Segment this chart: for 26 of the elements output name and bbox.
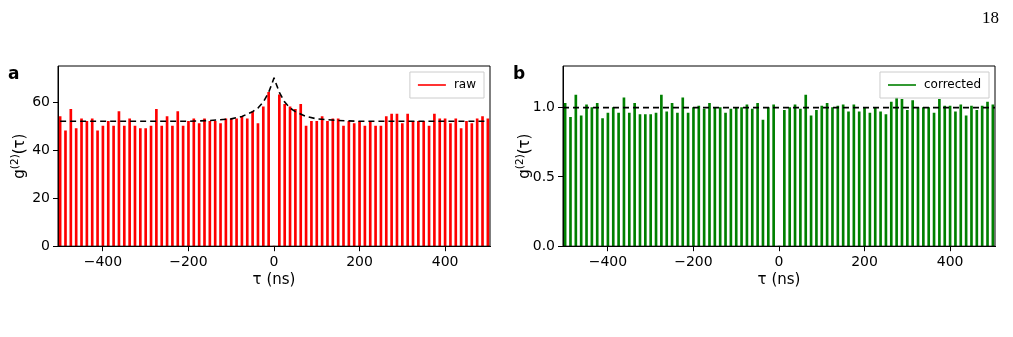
chart-title: a <box>8 63 20 83</box>
y-tick-label: 1.0 <box>532 98 555 115</box>
legend-label: corrected <box>923 77 982 92</box>
x-tick-label: 0 <box>269 253 279 270</box>
legend-label: raw <box>453 77 477 92</box>
y-tick-label: 0.0 <box>532 236 555 253</box>
y-tick-label: 0 <box>41 236 50 253</box>
x-tick-label: 0 <box>774 253 784 270</box>
x-tick-label: −400 <box>588 253 628 270</box>
x-axis-title: τ (ns) <box>757 269 801 288</box>
x-tick-label: −200 <box>674 253 713 270</box>
y-axis-title: g(2)(τ) <box>8 133 28 179</box>
text: 18 <box>982 8 999 28</box>
x-tick-label: 200 <box>851 253 878 270</box>
y-tick-label: 0.5 <box>532 167 555 184</box>
x-tick-label: −400 <box>83 253 123 270</box>
x-tick-label: −200 <box>169 253 208 270</box>
y-tick-label: 60 <box>32 92 50 109</box>
x-axis-title: τ (ns) <box>252 269 296 288</box>
x-tick-label: 400 <box>431 253 459 270</box>
x-tick-label: 400 <box>936 253 964 270</box>
y-tick-label: 40 <box>32 140 50 157</box>
y-tick-label: 20 <box>32 188 50 205</box>
chart-title: b <box>513 63 526 83</box>
x-tick-label: 200 <box>346 253 373 270</box>
y-axis-title: g(2)(τ) <box>513 133 533 179</box>
